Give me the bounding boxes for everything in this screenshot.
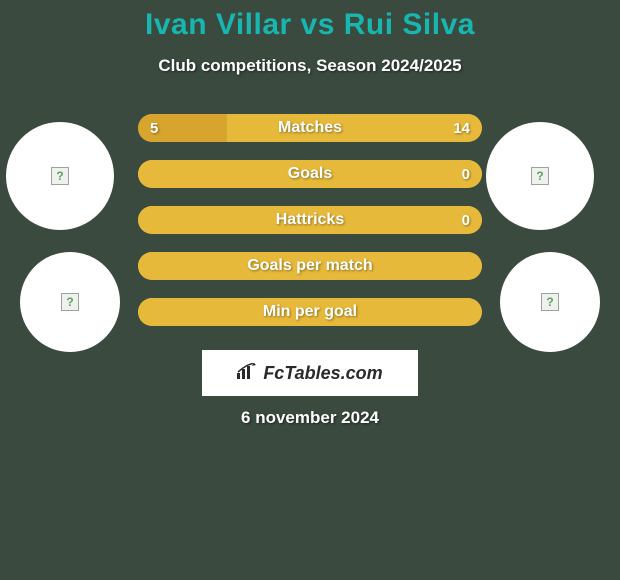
subtitle: Club competitions, Season 2024/2025 <box>0 56 620 76</box>
player-left-avatar: ? <box>6 122 114 230</box>
comparison-card: Ivan Villar vs Rui Silva Club competitio… <box>0 0 620 580</box>
player-right-avatar: ? <box>486 122 594 230</box>
image-placeholder-icon: ? <box>531 167 549 185</box>
page-title: Ivan Villar vs Rui Silva <box>0 0 620 42</box>
stat-bar: Goals per match <box>138 252 482 280</box>
stat-label: Goals per match <box>247 257 372 275</box>
date-label: 6 november 2024 <box>0 408 620 428</box>
stat-bars: 5 14 Matches 0 Goals 0 Hattricks Goals per matc… <box>138 114 482 344</box>
stat-bar: 0 Hattricks <box>138 206 482 234</box>
site-name: FcTables.com <box>263 363 382 384</box>
stat-label: Matches <box>278 119 342 137</box>
stat-bar: Min per goal <box>138 298 482 326</box>
stat-bar: 5 14 Matches <box>138 114 482 142</box>
image-placeholder-icon: ? <box>61 293 79 311</box>
player-left-club-avatar: ? <box>20 252 120 352</box>
stat-bar: 0 Goals <box>138 160 482 188</box>
stat-value-left: 5 <box>150 120 158 137</box>
stat-value-right: 0 <box>462 166 470 183</box>
content-area: ? ? ? ? 5 14 Matches 0 Goals 0 Hattricks Goals … <box>0 114 620 344</box>
stat-value-right: 14 <box>453 120 470 137</box>
stat-label: Goals <box>288 165 332 183</box>
chart-icon <box>237 363 257 384</box>
image-placeholder-icon: ? <box>541 293 559 311</box>
stat-label: Min per goal <box>263 303 357 321</box>
site-badge: FcTables.com <box>202 350 418 396</box>
image-placeholder-icon: ? <box>51 167 69 185</box>
stat-value-right: 0 <box>462 212 470 229</box>
stat-bar-right-fill <box>227 114 482 142</box>
player-right-club-avatar: ? <box>500 252 600 352</box>
stat-label: Hattricks <box>276 211 344 229</box>
